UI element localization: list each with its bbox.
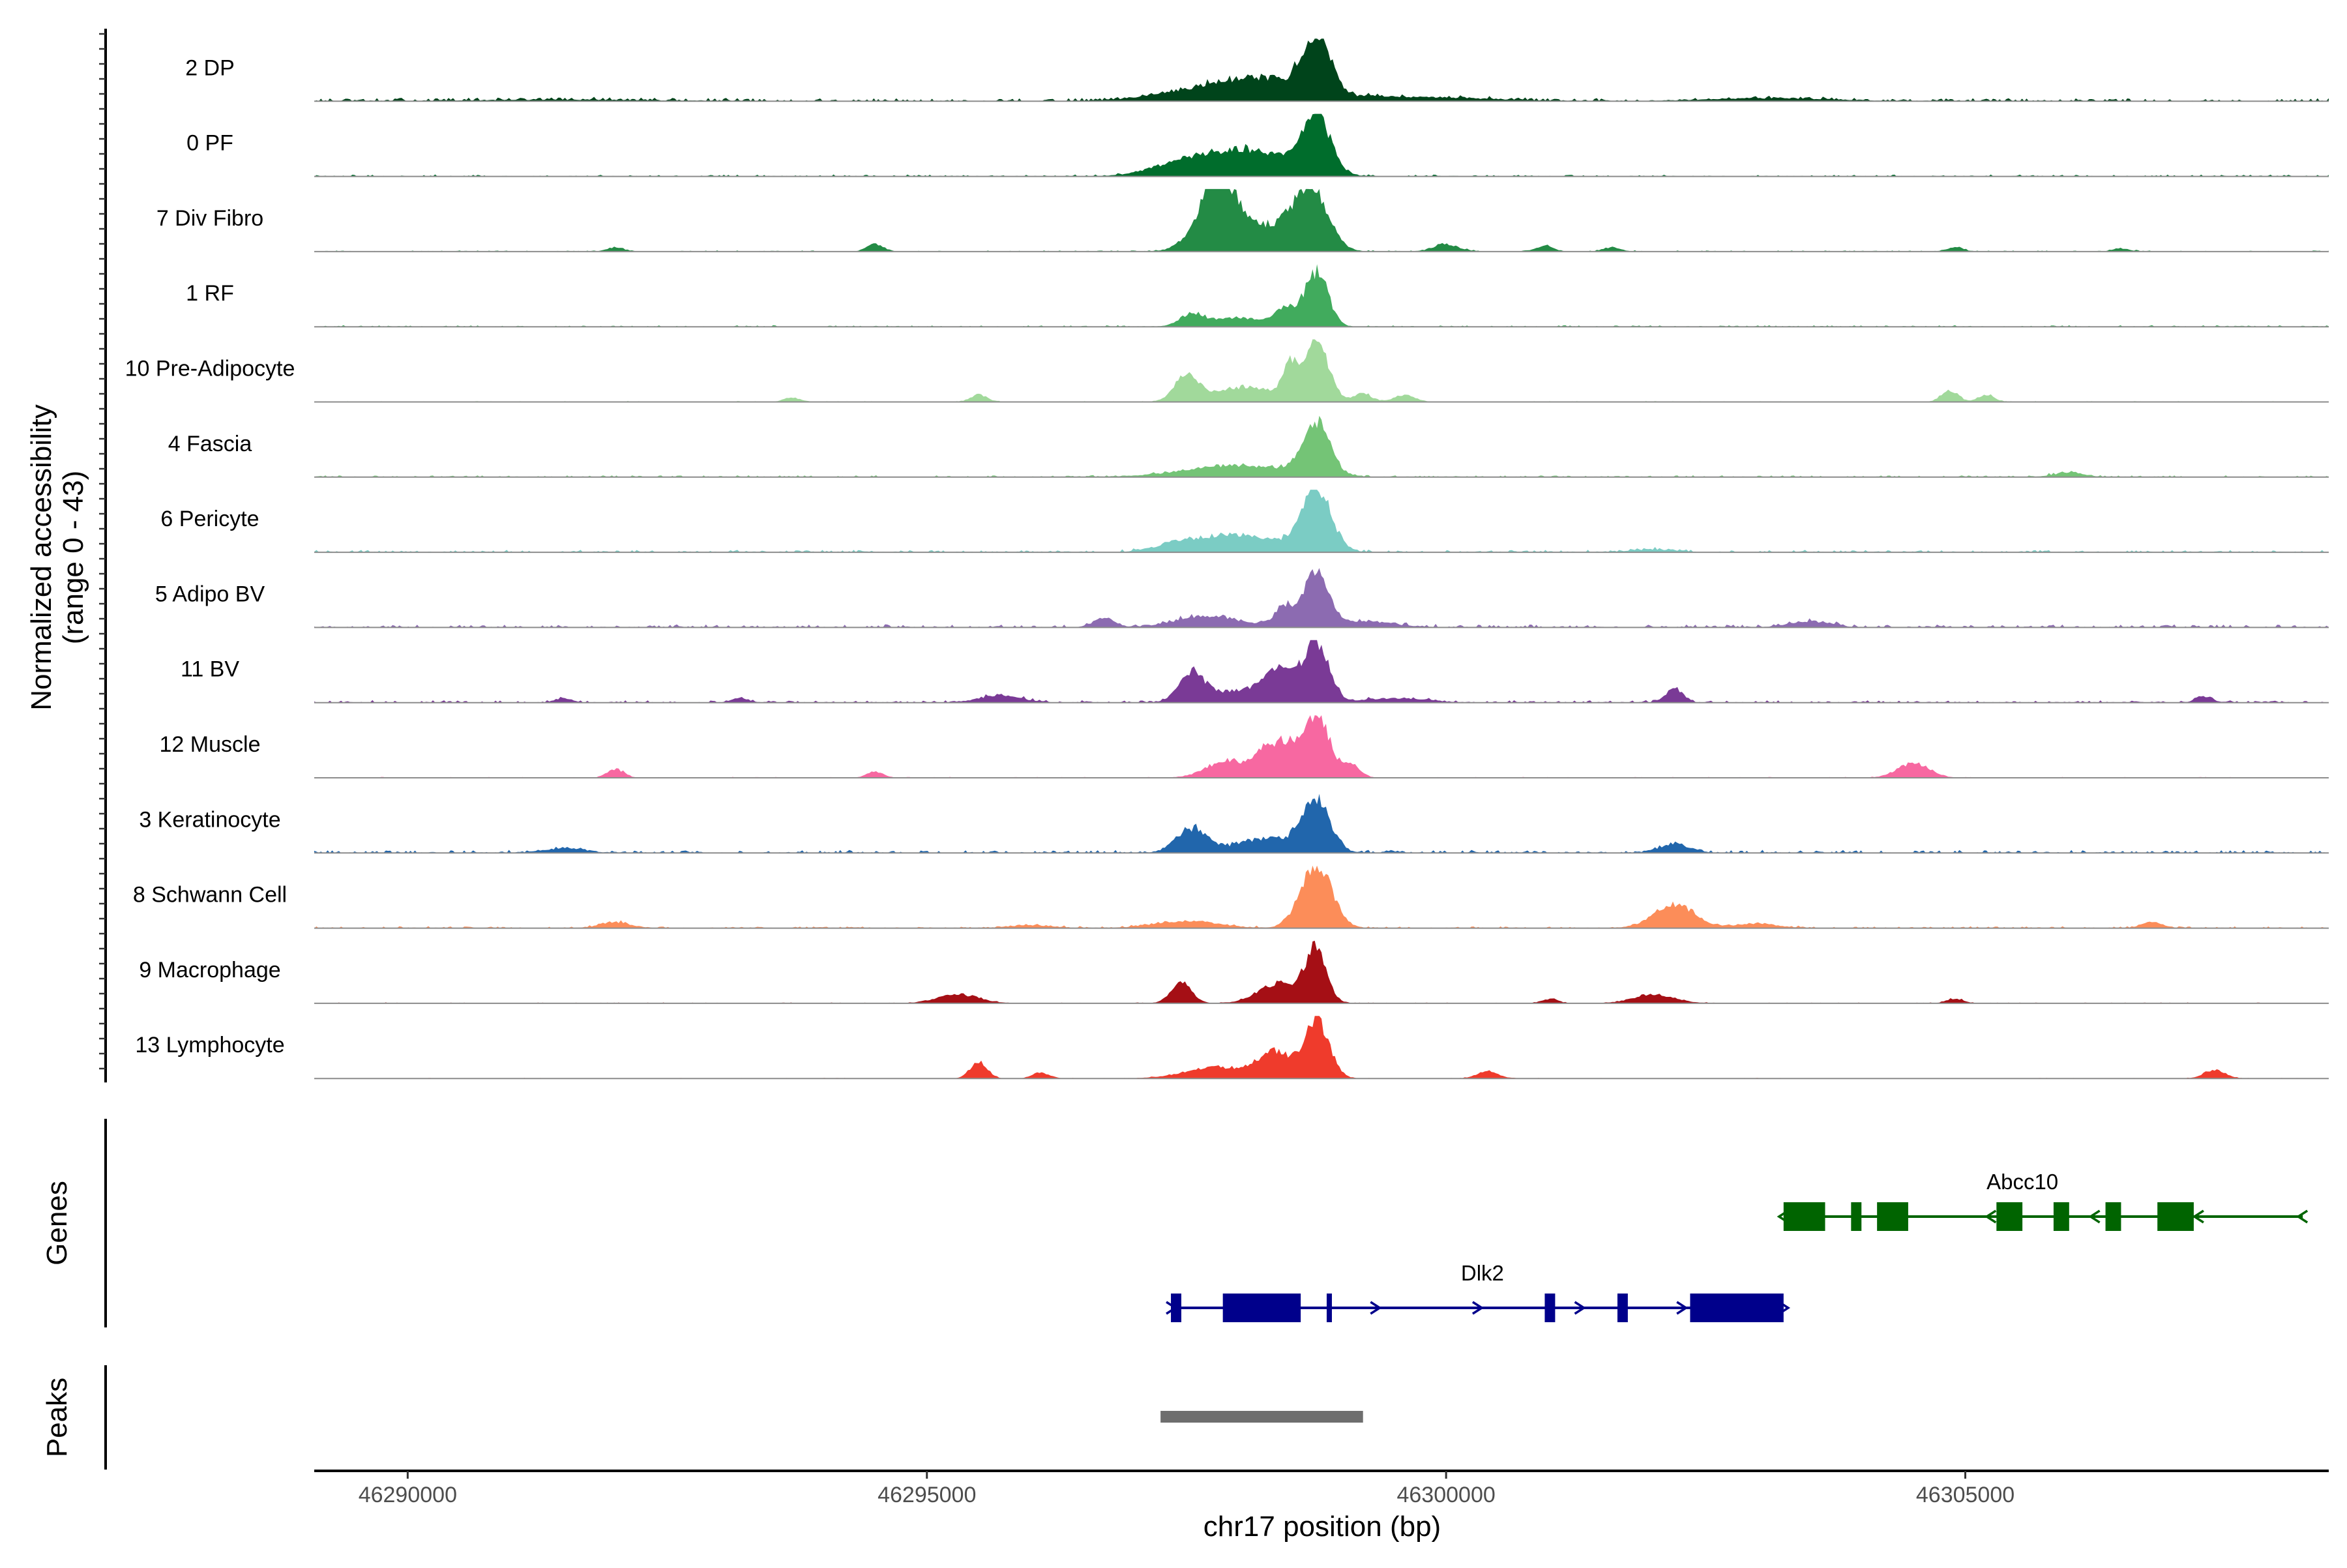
coverage-area [314, 339, 2329, 402]
track-10-pre-adipocyte: 10 Pre-Adipocyte [125, 339, 2329, 403]
coverage-area [314, 188, 2329, 252]
track-1-rf: 1 RF [186, 264, 2329, 328]
exon [1171, 1294, 1181, 1322]
track-label: 9 Macrophage [139, 958, 280, 983]
track-label: 8 Schwann Cell [133, 883, 287, 908]
strand-arrow [2295, 1209, 2309, 1224]
exon [1783, 1202, 1825, 1231]
track-label: 1 RF [186, 281, 234, 306]
coverage-area [314, 113, 2329, 177]
strand-arrow [1471, 1301, 1484, 1315]
coverage-area [314, 568, 2329, 628]
track-0-pf: 0 PF [186, 113, 2329, 177]
track-label: 2 DP [185, 55, 235, 80]
coverage-area [314, 415, 2329, 477]
gene-abcc10: Abcc10 [1777, 1170, 2309, 1231]
track-label: 0 PF [186, 131, 233, 156]
coverage-area [314, 715, 2329, 778]
exon [1877, 1202, 1908, 1231]
track-7-div-fibro: 7 Div Fibro [156, 188, 2329, 252]
strand-arrow [1676, 1301, 1689, 1315]
track-label: 11 BV [181, 657, 239, 682]
gene-label: Abcc10 [1986, 1170, 2058, 1194]
coverage-area [314, 640, 2329, 703]
track-label: 3 Keratinocyte [139, 807, 280, 832]
track-5-adipo-bv: 5 Adipo BV [155, 568, 2329, 629]
strand-arrow [1574, 1301, 1586, 1315]
y-axis-title-line2: (range 0 - 43) [57, 471, 89, 645]
peak-regions [1160, 1411, 1363, 1423]
track-label: 13 Lymphocyte [135, 1033, 284, 1058]
coverage-tracks: 2 DP 0 PF 7 Div Fibro 1 RF 10 Pre-Adipocyte 4… [125, 38, 2329, 1080]
y-axis-title-line1: Normalized accessibility [25, 404, 57, 710]
coverage-area [314, 490, 2329, 553]
track-label: 4 Fascia [168, 432, 252, 456]
x-tick-label: 46300000 [1396, 1483, 1495, 1507]
track-11-bv: 11 BV [181, 640, 2329, 703]
peak-region [1160, 1411, 1363, 1423]
strand-arrow [2192, 1209, 2204, 1224]
exon [1326, 1294, 1332, 1322]
coverage-area [314, 865, 2329, 928]
x-tick-label: 46290000 [359, 1483, 457, 1507]
strand-arrow [2088, 1209, 2101, 1224]
x-tick-label: 46305000 [1916, 1483, 2015, 1507]
exon [1996, 1202, 2023, 1231]
track-12-muscle: 12 Muscle [160, 715, 2329, 778]
track-label: 12 Muscle [160, 732, 261, 757]
strand-arrow [1370, 1301, 1382, 1315]
track-label: 6 Pericyte [160, 507, 259, 531]
exon [1690, 1294, 1784, 1322]
gene-dlk2: Dlk2 [1166, 1261, 1791, 1322]
x-tick-label: 46295000 [878, 1483, 976, 1507]
gene-label: Dlk2 [1461, 1261, 1504, 1285]
exon [1851, 1202, 1862, 1231]
track-2-dp: 2 DP [185, 38, 2329, 102]
x-axis-title: chr17 position (bp) [1203, 1511, 1441, 1543]
track-4-fascia: 4 Fascia [168, 415, 2329, 478]
exon [1222, 1294, 1301, 1322]
track-3-keratinocyte: 3 Keratinocyte [139, 793, 2329, 854]
track-label: 7 Div Fibro [156, 206, 263, 231]
x-axis: 46290000 46295000 46300000 46305000 [314, 1470, 2329, 1507]
gene-annotations: Abcc10 Dlk2 [1166, 1170, 2309, 1322]
coverage-area [314, 38, 2329, 102]
exon [2157, 1202, 2194, 1231]
exon [2053, 1202, 2069, 1231]
coverage-area [314, 264, 2329, 327]
track-label: 10 Pre-Adipocyte [125, 357, 295, 381]
coverage-area [314, 793, 2329, 853]
track-9-macrophage: 9 Macrophage [139, 940, 2329, 1004]
exon [1617, 1294, 1628, 1322]
track-8-schwann-cell: 8 Schwann Cell [133, 865, 2329, 929]
coverage-area [314, 1016, 2329, 1079]
strand-arrow [1985, 1209, 1997, 1224]
genes-track-label: Genes [41, 1181, 73, 1265]
track-label: 5 Adipo BV [155, 582, 265, 606]
left-axes [99, 29, 107, 1470]
exon [2105, 1202, 2121, 1231]
track-13-lymphocyte: 13 Lymphocyte [135, 1016, 2329, 1080]
coverage-area [314, 940, 2329, 1003]
track-6-pericyte: 6 Pericyte [160, 490, 2329, 554]
exon [1544, 1294, 1556, 1322]
y-axis-title: Normalized accessibility (range 0 - 43) [25, 404, 89, 710]
peaks-track-label: Peaks [41, 1378, 73, 1457]
